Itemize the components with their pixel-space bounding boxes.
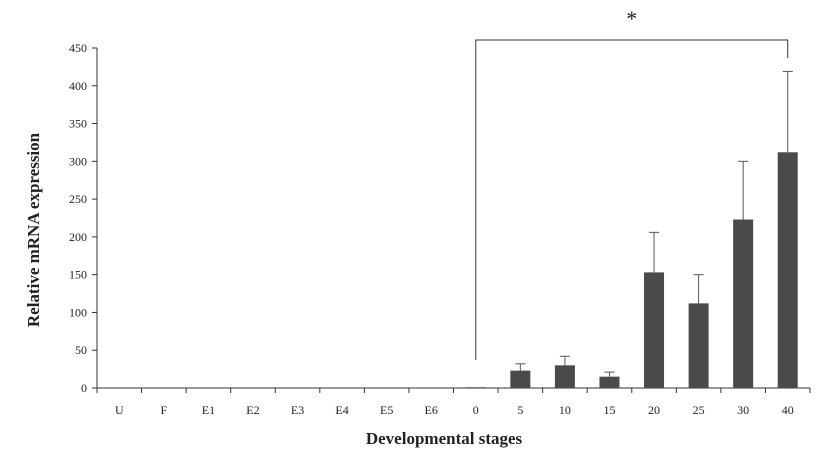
y-tick-label: 100 — [69, 305, 87, 319]
x-axis: U F E1 E2 E3 E4 E5 E6 0 5 10 15 20 25 30 40 — [96, 387, 811, 417]
y-tick-label: 450 — [69, 41, 87, 55]
bar — [644, 272, 665, 388]
x-tick-label: E2 — [246, 403, 259, 417]
y-axis-title: Relative mRNA expression — [24, 132, 43, 327]
bar — [554, 365, 575, 388]
x-tick-label: E6 — [425, 403, 438, 417]
bar — [599, 376, 620, 388]
y-ticks: 0 50 100 150 200 250 300 350 400 450 — [69, 41, 97, 395]
x-tick-label: 0 — [473, 403, 479, 417]
x-tick-label: 20 — [648, 403, 660, 417]
x-tick-label: 10 — [559, 403, 571, 417]
x-tick-label: 5 — [517, 403, 523, 417]
x-tick-label: 40 — [782, 403, 794, 417]
x-tick-label: F — [161, 403, 168, 417]
bar — [465, 387, 486, 388]
significance-star: * — [626, 6, 637, 31]
x-tick-label: E5 — [380, 403, 393, 417]
bar — [733, 219, 754, 388]
y-tick-label: 50 — [75, 343, 87, 357]
significance-bracket: * — [475, 6, 789, 360]
bar — [688, 303, 709, 388]
error-bars — [515, 70, 793, 377]
x-tick-label: 15 — [603, 403, 615, 417]
y-axis: 0 50 100 150 200 250 300 350 400 450 — [69, 41, 98, 395]
significance-bracket-line — [475, 39, 789, 360]
y-tick-label: 400 — [69, 79, 87, 93]
y-tick-label: 300 — [69, 154, 87, 168]
y-tick-label: 350 — [69, 117, 87, 131]
bar — [510, 370, 531, 388]
y-tick-label: 250 — [69, 192, 87, 206]
x-tick-label: E1 — [202, 403, 215, 417]
y-tick-label: 150 — [69, 268, 87, 282]
bars — [465, 152, 798, 388]
y-tick-label: 200 — [69, 230, 87, 244]
x-tick-label: 30 — [737, 403, 749, 417]
x-tick-label: U — [115, 403, 124, 417]
x-ticks: U F E1 E2 E3 E4 E5 E6 0 5 10 15 20 25 30 40 — [96, 388, 811, 417]
x-axis-title: Developmental stages — [366, 429, 523, 448]
x-tick-label: E3 — [291, 403, 304, 417]
x-tick-label: E4 — [335, 403, 348, 417]
x-tick-label: 25 — [693, 403, 705, 417]
y-tick-label: 0 — [81, 381, 87, 395]
bar — [777, 152, 798, 388]
